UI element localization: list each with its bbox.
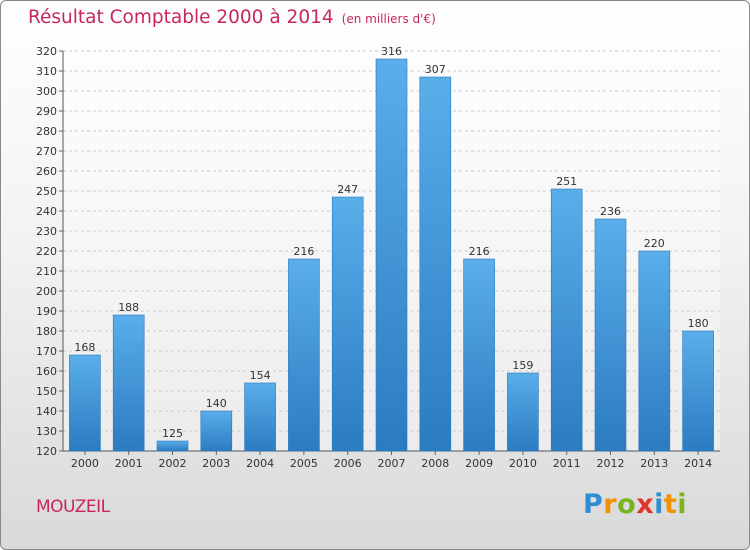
bar <box>638 250 671 452</box>
x-tick-label: 2000 <box>71 457 99 470</box>
data-label: 125 <box>162 427 183 440</box>
x-tick-label: 2007 <box>378 457 406 470</box>
y-tick-label: 140 <box>36 405 57 418</box>
data-label: 307 <box>425 63 446 76</box>
logo-letter: i <box>654 489 664 520</box>
x-tick-label: 2004 <box>246 457 274 470</box>
data-label: 188 <box>118 301 139 314</box>
y-tick-label: 160 <box>36 365 57 378</box>
x-tick-label: 2010 <box>509 457 537 470</box>
bar <box>419 76 452 452</box>
bar <box>594 218 627 452</box>
bar <box>112 314 145 452</box>
y-tick-label: 130 <box>36 425 57 438</box>
y-tick-label: 180 <box>36 325 57 338</box>
logo-letter: i <box>677 489 688 520</box>
y-tick-label: 220 <box>36 245 57 258</box>
x-tick-label: 2012 <box>597 457 625 470</box>
data-label: 140 <box>206 397 227 410</box>
y-tick-label: 210 <box>36 265 57 278</box>
chart-subtitle: (en milliers d'€) <box>341 12 436 26</box>
x-tick-label: 2011 <box>553 457 581 470</box>
logo-letter: t <box>663 489 678 520</box>
data-label: 168 <box>74 341 95 354</box>
data-label: 316 <box>381 45 402 58</box>
y-tick-label: 190 <box>36 305 57 318</box>
location-name: MOUZEIL <box>36 497 110 517</box>
bar <box>156 440 189 452</box>
x-tick-label: 2003 <box>202 457 230 470</box>
bar <box>200 410 233 452</box>
x-tick-label: 2006 <box>334 457 362 470</box>
x-tick-label: 2013 <box>640 457 668 470</box>
y-tick-label: 200 <box>36 285 57 298</box>
bar <box>550 188 583 452</box>
y-tick-label: 320 <box>36 45 57 58</box>
y-tick-label: 240 <box>36 205 57 218</box>
logo-letter: r <box>603 489 618 520</box>
bar <box>244 382 276 452</box>
x-tick-label: 2002 <box>159 457 187 470</box>
x-tick-label: 2008 <box>421 457 449 470</box>
y-tick-label: 120 <box>36 445 57 458</box>
y-tick-label: 300 <box>36 85 57 98</box>
y-tick-label: 270 <box>36 145 57 158</box>
y-tick-label: 250 <box>36 185 57 198</box>
data-label: 216 <box>293 245 314 258</box>
bar <box>682 330 714 452</box>
data-label: 216 <box>469 245 490 258</box>
x-tick-label: 2005 <box>290 457 318 470</box>
data-label: 159 <box>512 359 533 372</box>
x-tick-label: 2009 <box>465 457 493 470</box>
bar <box>463 258 495 452</box>
y-tick-label: 260 <box>36 165 57 178</box>
data-label: 251 <box>556 175 577 188</box>
logo-letter: P <box>583 489 604 520</box>
chart-title-text: Résultat Comptable 2000 à 2014 <box>28 7 334 28</box>
bar <box>288 258 320 452</box>
bar <box>69 354 101 452</box>
x-tick-label: 2014 <box>684 457 712 470</box>
x-tick-label: 2001 <box>115 457 143 470</box>
y-tick-label: 170 <box>36 345 57 358</box>
bar <box>375 58 408 452</box>
y-tick-label: 310 <box>36 65 57 78</box>
data-label: 236 <box>600 205 621 218</box>
data-label: 220 <box>644 237 665 250</box>
data-label: 154 <box>250 369 271 382</box>
logo-letter: x <box>636 489 655 520</box>
y-tick-label: 280 <box>36 125 57 138</box>
data-label: 247 <box>337 183 358 196</box>
y-tick-label: 230 <box>36 225 57 238</box>
logo-letter: o <box>617 489 637 520</box>
bar <box>331 196 364 452</box>
y-tick-label: 150 <box>36 385 57 398</box>
y-tick-label: 290 <box>36 105 57 118</box>
bar <box>507 372 539 452</box>
proxiti-logo: Proxiti <box>583 489 687 520</box>
chart-title: Résultat Comptable 2000 à 2014 (en millie… <box>28 7 436 28</box>
data-label: 180 <box>688 317 709 330</box>
